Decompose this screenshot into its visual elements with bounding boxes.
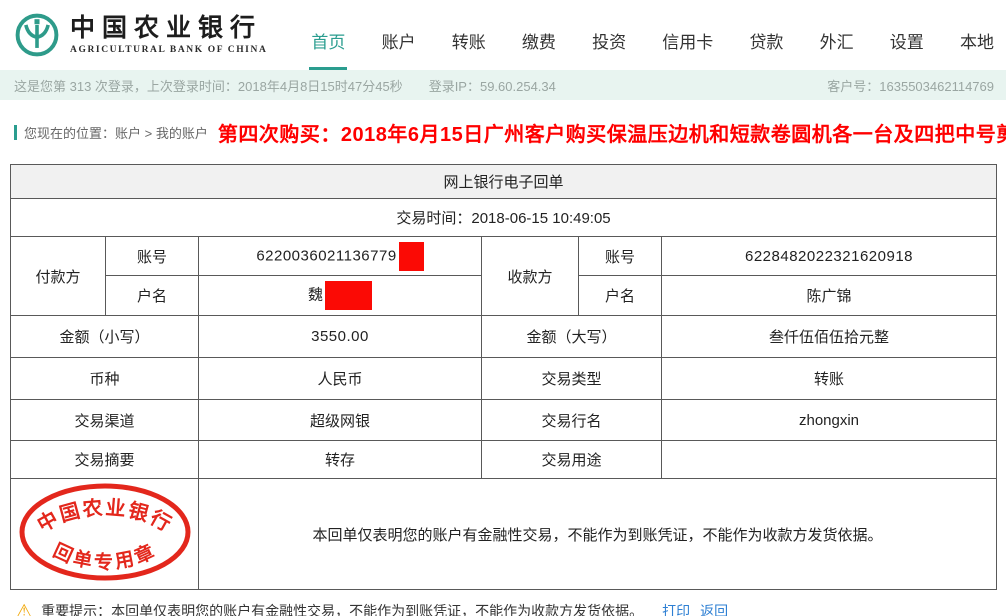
purpose-label: 交易用途 [481,440,662,479]
table-row: 中国农业银行 回单专用章 本回单仅表明您的账户有金融性交易，不能作为到账凭证，不… [10,478,998,590]
breadcrumb-accent-bar [14,124,17,140]
nav-tab-transfer[interactable]: 转账 [451,33,486,52]
nav-tab-settings[interactable]: 设置 [889,33,924,52]
footer-notice: ⚠ 重要提示：本回单仅表明您的账户有金融性交易，不能作为到账凭证，不能作为收款方… [0,596,1006,616]
stamp-text-bottom: 回单专用章 [50,539,158,574]
payee-name-value: 陈广锦 [660,275,998,316]
bank-name-label: 交易行名 [481,399,662,441]
print-link[interactable]: 打印 [662,603,691,616]
nav-tab-loans[interactable]: 贷款 [749,33,784,52]
payer-account-value: 6220036021136779 [198,236,482,276]
transaction-type-label: 交易类型 [481,357,662,400]
bank-name-en: AGRICULTURAL BANK OF CHINA [70,44,268,55]
amount-lower-value: 3550.00 [198,315,482,358]
payer-name-value: 魏 [198,275,482,316]
warning-icon: ⚠ [16,601,33,616]
bank-name: 中国农业银行 AGRICULTURAL BANK OF CHINA [70,15,267,55]
nav-tab-forex[interactable]: 外汇 [819,33,854,52]
payee-name-label: 户名 [578,275,662,316]
stamp-text-top: 中国农业银行 [33,495,175,537]
table-row: 币种 人民币 交易类型 转账 [10,357,998,400]
abc-bank-logo-icon [15,13,59,57]
table-row: 交易渠道 超级网银 交易行名 zhongxin [10,399,998,441]
bank-brand: 中国农业银行 AGRICULTURAL BANK OF CHINA [14,0,267,70]
receipt-stamp-icon: 中国农业银行 回单专用章 [19,483,191,581]
table-row: 金额（小写） 3550.00 金额（大写） 叁仟伍佰伍拾元整 [10,315,998,358]
nav-tab-accounts[interactable]: 账户 [381,33,416,52]
e-receipt-table: 网上银行电子回单 交易时间：2018-06-15 10:49:05 付款方 账号… [9,164,998,590]
back-link[interactable]: 返回 [700,603,729,616]
amount-lower-label: 金额（小写） [10,315,199,358]
main-nav: 首页 账户 转账 缴费 投资 信用卡 贷款 外汇 设置 本地 [309,0,1006,70]
login-count-text: 这是您第 313 次登录，上次登录时间：2018年4月8日15时47分45秒 [14,78,403,94]
breadcrumb-row: 您现在的位置：账户 > 我的账户 第四次购买：2018年6月15日广州客户购买保… [0,100,1006,164]
table-row: 户名 魏 户名 陈广锦 [11,275,998,316]
nav-tab-home[interactable]: 首页 [309,0,348,70]
bank-name-cn: 中国农业银行 [70,14,263,43]
payer-name-label: 户名 [105,275,199,316]
purchase-annotation-text: 第四次购买：2018年6月15日广州客户购买保温压边机和短款卷圆机各一台及四把中… [217,123,1006,146]
payer-group-label: 付款方 [10,236,106,316]
payee-account-value: 6228482022321620918 [660,236,998,276]
login-ip-text: 登录IP：59.60.254.34 [428,78,556,94]
receipt-container: 网上银行电子回单 交易时间：2018-06-15 10:49:05 付款方 账号… [9,164,998,590]
receipt-note: 本回单仅表明您的账户有金融性交易，不能作为到账凭证，不能作为收款方发货依据。 [197,478,998,590]
summary-value: 转存 [198,440,482,479]
channel-label: 交易渠道 [10,399,199,441]
channel-value: 超级网银 [198,399,482,441]
table-row: 交易摘要 转存 交易用途 [10,440,998,479]
login-info-bar: 这是您第 313 次登录，上次登录时间：2018年4月8日15时47分45秒 登… [0,70,1006,100]
amount-upper-label: 金额（大写） [481,315,662,358]
bank-name-value: zhongxin [660,399,998,441]
receipt-title: 网上银行电子回单 [9,164,998,199]
currency-value: 人民币 [198,357,482,400]
nav-tab-investment[interactable]: 投资 [592,33,627,52]
payer-account-label: 账号 [105,236,199,276]
payer-name-text: 魏 [307,286,323,304]
currency-label: 币种 [10,357,199,400]
header: 中国农业银行 AGRICULTURAL BANK OF CHINA 首页 账户 … [0,0,1006,70]
breadcrumb: 您现在的位置：账户 > 我的账户 [24,125,208,141]
redaction-block [398,241,424,271]
payee-account-label: 账号 [578,236,662,276]
payee-group-label: 收款方 [481,236,579,316]
redaction-block [325,281,372,310]
nav-tab-local[interactable]: 本地 [959,33,994,52]
summary-label: 交易摘要 [10,440,199,479]
customer-number-text: 客户号：1635503462114769 [827,78,994,94]
important-notice-text: 重要提示：本回单仅表明您的账户有金融性交易，不能作为到账凭证，不能作为收款方发货… [41,603,644,616]
table-row: 付款方 账号 6220036021136779 收款方 账号 622848202… [10,236,998,316]
svg-text:回单专用章: 回单专用章 [50,539,161,574]
nav-tab-payments[interactable]: 缴费 [521,33,556,52]
payer-account-number: 6220036021136779 [256,246,397,264]
svg-text:中国农业银行: 中国农业银行 [33,495,177,537]
transaction-type-value: 转账 [660,357,998,400]
nav-tab-credit-card[interactable]: 信用卡 [662,33,714,52]
amount-upper-value: 叁仟伍佰伍拾元整 [660,315,998,358]
transaction-time: 交易时间：2018-06-15 10:49:05 [9,198,998,237]
bank-stamp-cell: 中国农业银行 回单专用章 [10,478,199,590]
purpose-value [660,440,998,479]
